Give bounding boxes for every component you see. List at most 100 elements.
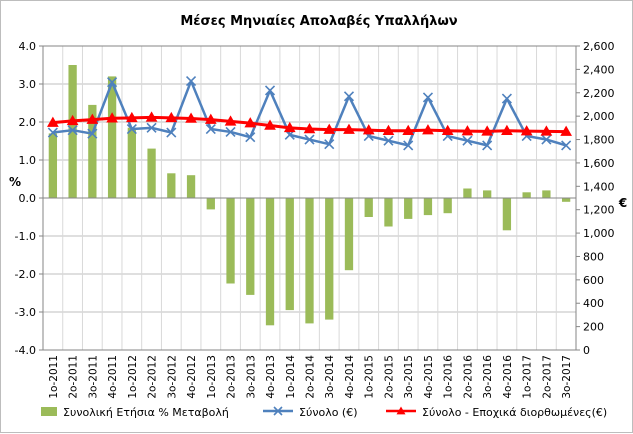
- x-tick-label: 2ο-2012: [147, 355, 159, 399]
- right-tick-label: 400: [583, 297, 604, 310]
- x-marker: [343, 91, 355, 102]
- x-marker: [501, 93, 512, 104]
- left-tick-label: 0.0: [19, 192, 37, 205]
- x-marker: [87, 128, 98, 139]
- right-tick-label: 2,600: [583, 40, 615, 53]
- triangle-marker: [66, 114, 79, 126]
- legend-label: Συνολική Ετήσια % Μεταβολή: [63, 406, 229, 419]
- left-tick-label: -4.0: [15, 344, 36, 357]
- bar: [344, 198, 354, 271]
- x-tick-label: 1ο-2011: [48, 355, 60, 399]
- x-marker: [304, 134, 315, 145]
- bar: [285, 198, 294, 311]
- bar: [88, 104, 97, 198]
- bar: [167, 173, 176, 198]
- bar: [423, 198, 433, 216]
- x-marker: [462, 135, 473, 146]
- triangle-marker: [283, 121, 296, 133]
- x-tick-label: 3ο-2015: [403, 355, 415, 399]
- legend-triangle-marker: [396, 406, 406, 415]
- x-marker: [166, 127, 177, 138]
- bar: [542, 190, 551, 198]
- right-tick-label: 1,800: [583, 134, 615, 147]
- right-tick-label: 800: [583, 250, 604, 263]
- x-marker: [67, 125, 78, 136]
- x-tick-label: 2ο-2016: [462, 355, 474, 399]
- triangle-marker: [481, 125, 494, 136]
- x-tick-label: 3ο-2014: [324, 355, 336, 399]
- bar: [404, 198, 413, 219]
- triangle-marker: [362, 124, 375, 135]
- x-tick-label: 3ο-2013: [245, 355, 257, 399]
- triangle-marker: [224, 115, 237, 126]
- line-series: [47, 76, 572, 151]
- bar: [246, 198, 255, 295]
- bar-series: [48, 65, 571, 326]
- triangle-marker: [402, 124, 415, 136]
- right-tick-label: 1,600: [583, 157, 615, 170]
- legend-label: Σύνολο - Εποχικά διορθωμένες(€): [422, 406, 607, 419]
- x-tick-label: 2ο-2014: [305, 355, 317, 399]
- bar: [364, 198, 373, 217]
- x-marker: [47, 127, 58, 138]
- x-marker: [245, 132, 256, 143]
- triangle-marker: [244, 117, 257, 128]
- right-tick-label: 1,000: [583, 227, 615, 240]
- bar: [384, 198, 393, 227]
- bar: [483, 190, 492, 198]
- bar: [206, 198, 215, 210]
- x-marker: [126, 123, 137, 135]
- triangle-marker: [382, 124, 395, 136]
- triangle-marker: [461, 125, 474, 136]
- triangle-marker: [47, 116, 59, 127]
- left-tick-label: -2.0: [15, 268, 36, 281]
- bar: [186, 175, 196, 198]
- x-tick-label: 2ο-2011: [68, 355, 80, 399]
- x-tick-label: 4ο-2011: [107, 355, 119, 399]
- x-tick-label: 3ο-2016: [482, 355, 494, 399]
- right-tick-label: 0: [583, 344, 590, 357]
- bar: [443, 198, 452, 214]
- triangle-marker: [185, 112, 197, 123]
- left-tick-label: 4.0: [19, 40, 37, 53]
- left-tick-label: -1.0: [15, 230, 36, 243]
- x-tick-label: 1ο-2013: [206, 355, 218, 399]
- x-tick-label: 3ο-2011: [87, 355, 99, 399]
- x-tick-label: 1ο-2016: [443, 355, 455, 399]
- legend-swatch-bar: [41, 407, 57, 416]
- triangle-marker: [422, 124, 434, 135]
- x-marker: [561, 140, 572, 151]
- x-tick-label: 4ο-2015: [423, 355, 435, 399]
- left-axis-label: %: [9, 175, 21, 189]
- right-tick-label: 1,400: [583, 180, 615, 193]
- triangle-marker: [560, 125, 572, 136]
- chart-title: Μέσες Μηνιαίες Απολαβές Υπαλλήλων: [180, 14, 457, 29]
- x-marker: [403, 140, 414, 151]
- triangle-marker: [323, 123, 336, 134]
- bar: [68, 65, 77, 198]
- x-tick-label: 1ο-2015: [364, 355, 376, 399]
- x-marker: [541, 134, 552, 145]
- x-tick-label: 3ο-2012: [166, 355, 178, 399]
- x-marker: [185, 76, 197, 87]
- x-tick-label: 4ο-2012: [186, 355, 198, 399]
- axes: [39, 45, 580, 351]
- x-tick-label: 1ο-2017: [522, 355, 534, 399]
- x-axis-ticks: 1ο-2011 2ο-2011 3ο-2011 4ο-2011 1ο-2012 2ο-20…: [48, 355, 573, 399]
- bar: [226, 198, 235, 284]
- triangle-marker: [520, 125, 533, 136]
- x-tick-label: 2ο-2013: [226, 355, 238, 399]
- x-marker: [482, 140, 493, 151]
- bar: [561, 198, 571, 202]
- x-tick-label: 2ο-2017: [541, 355, 553, 399]
- bar: [305, 198, 314, 324]
- x-marker: [107, 77, 118, 88]
- bar: [147, 148, 156, 198]
- bar: [127, 127, 136, 198]
- right-tick-label: 1,200: [583, 204, 615, 217]
- left-tick-label: 2.0: [19, 116, 37, 129]
- x-marker: [383, 135, 394, 146]
- bar: [107, 76, 117, 198]
